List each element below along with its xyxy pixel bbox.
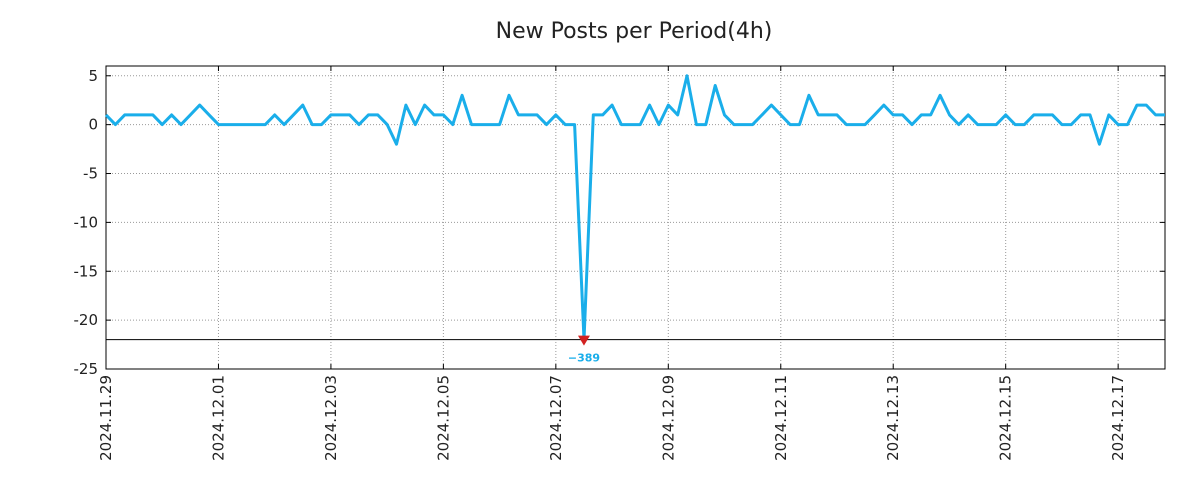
y-tick-label: 5 <box>88 67 98 85</box>
annotations: −389 <box>106 335 1165 365</box>
x-tick-label: 2024.12.13 <box>884 375 902 461</box>
y-tick-label: -15 <box>74 262 99 280</box>
x-tick-label: 2024.12.15 <box>997 375 1015 461</box>
series <box>104 74 1165 342</box>
plot-frame <box>105 65 1166 370</box>
series-line <box>104 74 1165 342</box>
chart-title: New Posts per Period(4h) <box>496 19 773 44</box>
y-tick-label: -25 <box>74 360 99 378</box>
y-tick-label: -20 <box>74 311 99 329</box>
axes: -25 -20 -15 -10 -5 0 5 2024.11.29 2024.12.01 2024… <box>74 65 1166 461</box>
y-tick-label: -5 <box>83 165 98 183</box>
y-tick-label: -10 <box>74 213 99 231</box>
x-tick-label: 2024.11.29 <box>97 375 115 461</box>
x-tick-label: 2024.12.17 <box>1109 375 1127 461</box>
clip-label: −389 <box>568 352 600 365</box>
x-tick-label: 2024.12.07 <box>547 375 565 461</box>
x-tick-label: 2024.12.01 <box>209 375 227 461</box>
x-tick-label: 2024.12.09 <box>659 375 677 461</box>
grid <box>105 66 1165 370</box>
y-tick-label: 0 <box>88 116 98 134</box>
x-tick-label: 2024.12.05 <box>434 375 452 461</box>
x-tick-label: 2024.12.11 <box>772 375 790 461</box>
x-tick-label: 2024.12.03 <box>322 375 340 461</box>
clip-marker <box>577 335 590 346</box>
